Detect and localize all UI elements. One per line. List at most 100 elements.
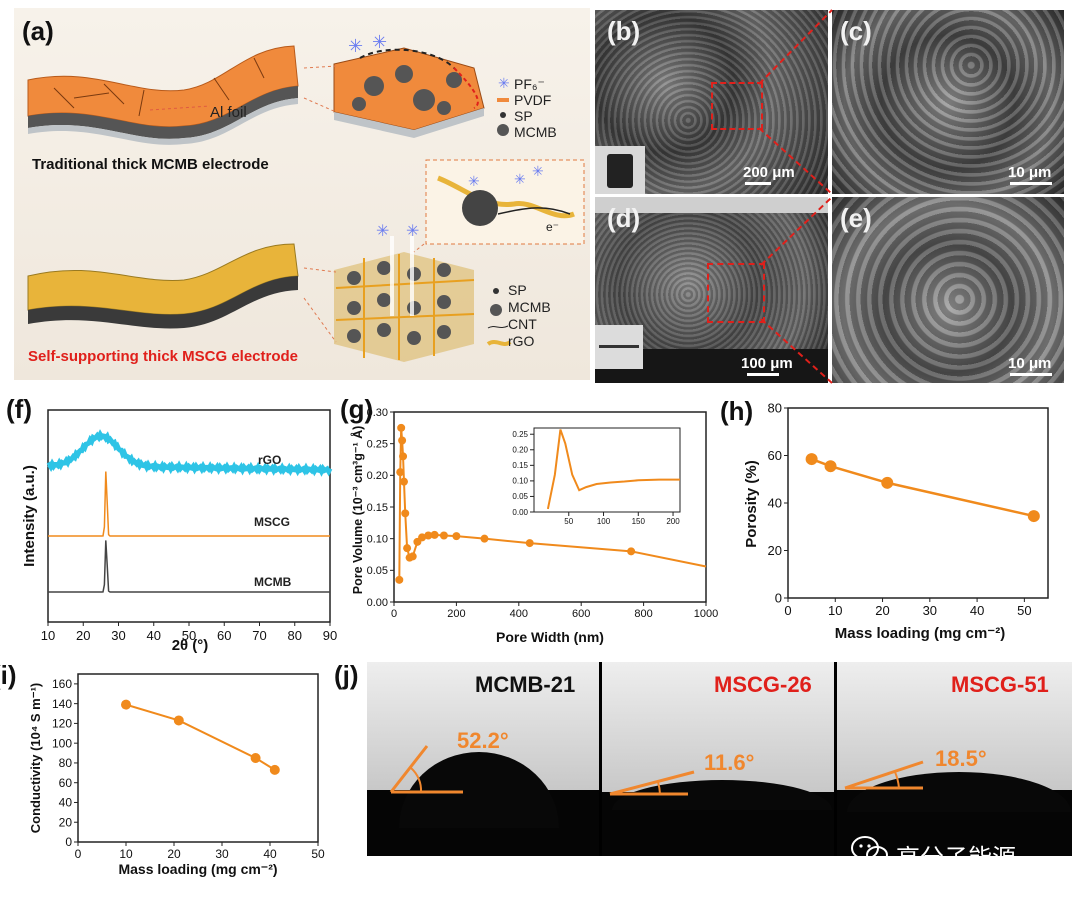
angle-marker <box>389 745 463 794</box>
panel-b-label: (b) <box>607 16 641 46</box>
sample-name: MSCG-26 <box>714 672 812 697</box>
porosity-xtick-label: 30 <box>923 603 937 618</box>
conductivity-ytick-label: 80 <box>59 756 73 770</box>
pore-data-point <box>424 531 433 540</box>
xrd-xlabel: 2θ (°) <box>172 637 209 654</box>
xrd-xtick-label: 30 <box>111 628 125 643</box>
pore-data-point <box>525 539 534 548</box>
porosity-data-point <box>824 460 837 473</box>
inset-series-line <box>546 429 680 510</box>
sample-mscg-51: MSCG-51 18.5° <box>837 662 1072 856</box>
conductivity-data-point <box>269 764 280 775</box>
panel-h-label: (h) <box>720 396 754 426</box>
pore-data-point <box>430 530 439 539</box>
porosity-data-point <box>881 476 894 489</box>
pore-data-point <box>480 534 489 543</box>
xrd-xtick-label: 20 <box>76 628 90 643</box>
sample-mcmb-21: MCMB-21 52.2° <box>367 662 599 856</box>
inset-ytick-label: 0.25 <box>512 430 528 439</box>
pore-xtick-label: 600 <box>572 608 590 620</box>
inset-ytick-label: 0.20 <box>512 446 528 455</box>
conductivity-ytick-label: 120 <box>52 717 72 731</box>
porosity-data-point <box>805 453 818 466</box>
pore-data-point <box>627 547 636 556</box>
pore-chart: 0.00 0.05 0.10 0.15 0.20 0.25 0.30 0 200 400 600 80… <box>350 407 718 645</box>
angle-marker <box>844 760 924 790</box>
pore-data-point <box>395 575 404 584</box>
self-supporting-zoom-cube <box>334 236 475 362</box>
pf6-icon: ✳ <box>348 36 363 56</box>
xrd-ylabel: Intensity (a.u.) <box>21 465 38 567</box>
xrd-xtick-label: 70 <box>252 628 266 643</box>
pore-data-point <box>399 452 408 461</box>
sample-name: MCMB-21 <box>475 672 576 697</box>
scale-bar <box>747 373 779 376</box>
pore-data-point <box>401 509 410 518</box>
inset-xtick-label: 200 <box>666 517 680 526</box>
porosity-ytick-label: 80 <box>768 401 782 416</box>
sp-legend-icon <box>493 288 499 294</box>
pore-ylabel: Pore Volume (10⁻³ cm³g⁻¹ Å) <box>350 426 365 595</box>
panel-a-label: (a) <box>22 16 54 46</box>
inset-ytick-label: 0.00 <box>512 508 528 517</box>
inset-xtick-label: 50 <box>564 517 573 526</box>
panel-a: ✳ ✳ ✳ ✳ ✳ <box>14 8 590 380</box>
pore-data-point <box>452 532 461 541</box>
mcmb-curve-label: MCMB <box>254 575 292 589</box>
legend-sp: SP <box>514 108 533 124</box>
inset-photo <box>595 146 645 194</box>
conductivity-ytick-label: 160 <box>52 677 72 691</box>
conductivity-data-point <box>250 753 261 763</box>
contact-angle-value: 11.6° <box>704 750 755 775</box>
angle-marker <box>609 770 695 796</box>
zoom-box <box>707 263 765 323</box>
porosity-ytick-label: 0 <box>775 591 782 606</box>
porosity-xtick-label: 20 <box>875 603 889 618</box>
conductivity-chart: 0 20 40 60 80 100 120 140 160 0 10 20 30 40 50 Conduct… <box>28 673 325 877</box>
inset-photo <box>595 325 643 369</box>
al-foil-label: Al foil <box>210 104 247 121</box>
rgo-curve-label: rGO <box>258 453 281 467</box>
contact-angle-value: 52.2° <box>457 728 509 753</box>
conductivity-xtick-label: 10 <box>119 847 133 861</box>
traditional-electrode-caption: Traditional thick MCMB electrode <box>32 156 269 173</box>
legend-pvdf: PVDF <box>514 92 552 108</box>
pore-xtick-label: 1000 <box>694 608 718 620</box>
pore-data-point <box>403 544 412 553</box>
xrd-xtick-label: 60 <box>217 628 231 643</box>
xrd-xtick-label: 40 <box>147 628 161 643</box>
legend-mcmb: MCMB <box>508 299 551 315</box>
scale-bar <box>1010 373 1052 376</box>
sem-panel-d: (d) 100 μm <box>595 197 828 383</box>
watermark-text: 高分子能源 <box>896 844 1016 872</box>
inset-xtick-label: 150 <box>632 517 646 526</box>
self-supporting-electrode-caption: Self-supporting thick MSCG electrode <box>28 348 299 365</box>
pore-xlabel: Pore Width (nm) <box>496 629 604 645</box>
scale-label: 200 μm <box>743 164 795 181</box>
xrd-xtick-label: 10 <box>41 628 55 643</box>
pore-xtick-label: 400 <box>510 608 528 620</box>
svg-text:✳: ✳ <box>532 163 544 179</box>
xrd-xtick-label: 80 <box>288 628 302 643</box>
panel-e-label: (e) <box>840 203 872 233</box>
pore-data-point <box>399 477 408 486</box>
panel-i-label: (i) <box>0 660 17 690</box>
conductivity-ytick-label: 60 <box>59 776 73 790</box>
porosity-xlabel: Mass loading (mg cm⁻²) <box>835 625 1005 642</box>
legend-sp: SP <box>508 282 527 298</box>
sem-panel-b: (b) 200 μm <box>595 10 828 194</box>
conductivity-series-line <box>125 703 276 771</box>
mcmb-legend-icon <box>497 124 509 136</box>
pore-data-point <box>397 423 406 432</box>
legend-mcmb: MCMB <box>514 124 557 140</box>
xrd-xtick-label: 50 <box>182 628 196 643</box>
svg-text:✳: ✳ <box>514 171 526 187</box>
mechanism-inset: ✳ ✳ ✳ <box>425 159 585 245</box>
pore-xtick-label: 0 <box>391 608 397 620</box>
xrd-chart: 10 20 30 40 50 60 70 80 90 rGO MSCG MCMB Intensi… <box>21 409 337 654</box>
legend-bottom: SP MCMB CNT rGO <box>508 282 551 350</box>
inset-ytick-label: 0.15 <box>512 461 528 470</box>
conductivity-xtick-label: 40 <box>263 847 277 861</box>
porosity-series-line <box>811 457 1035 518</box>
pore-ytick-label: 0.15 <box>367 502 388 514</box>
